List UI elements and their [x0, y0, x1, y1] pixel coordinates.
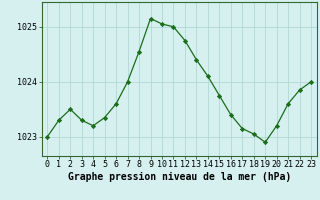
- X-axis label: Graphe pression niveau de la mer (hPa): Graphe pression niveau de la mer (hPa): [68, 172, 291, 182]
